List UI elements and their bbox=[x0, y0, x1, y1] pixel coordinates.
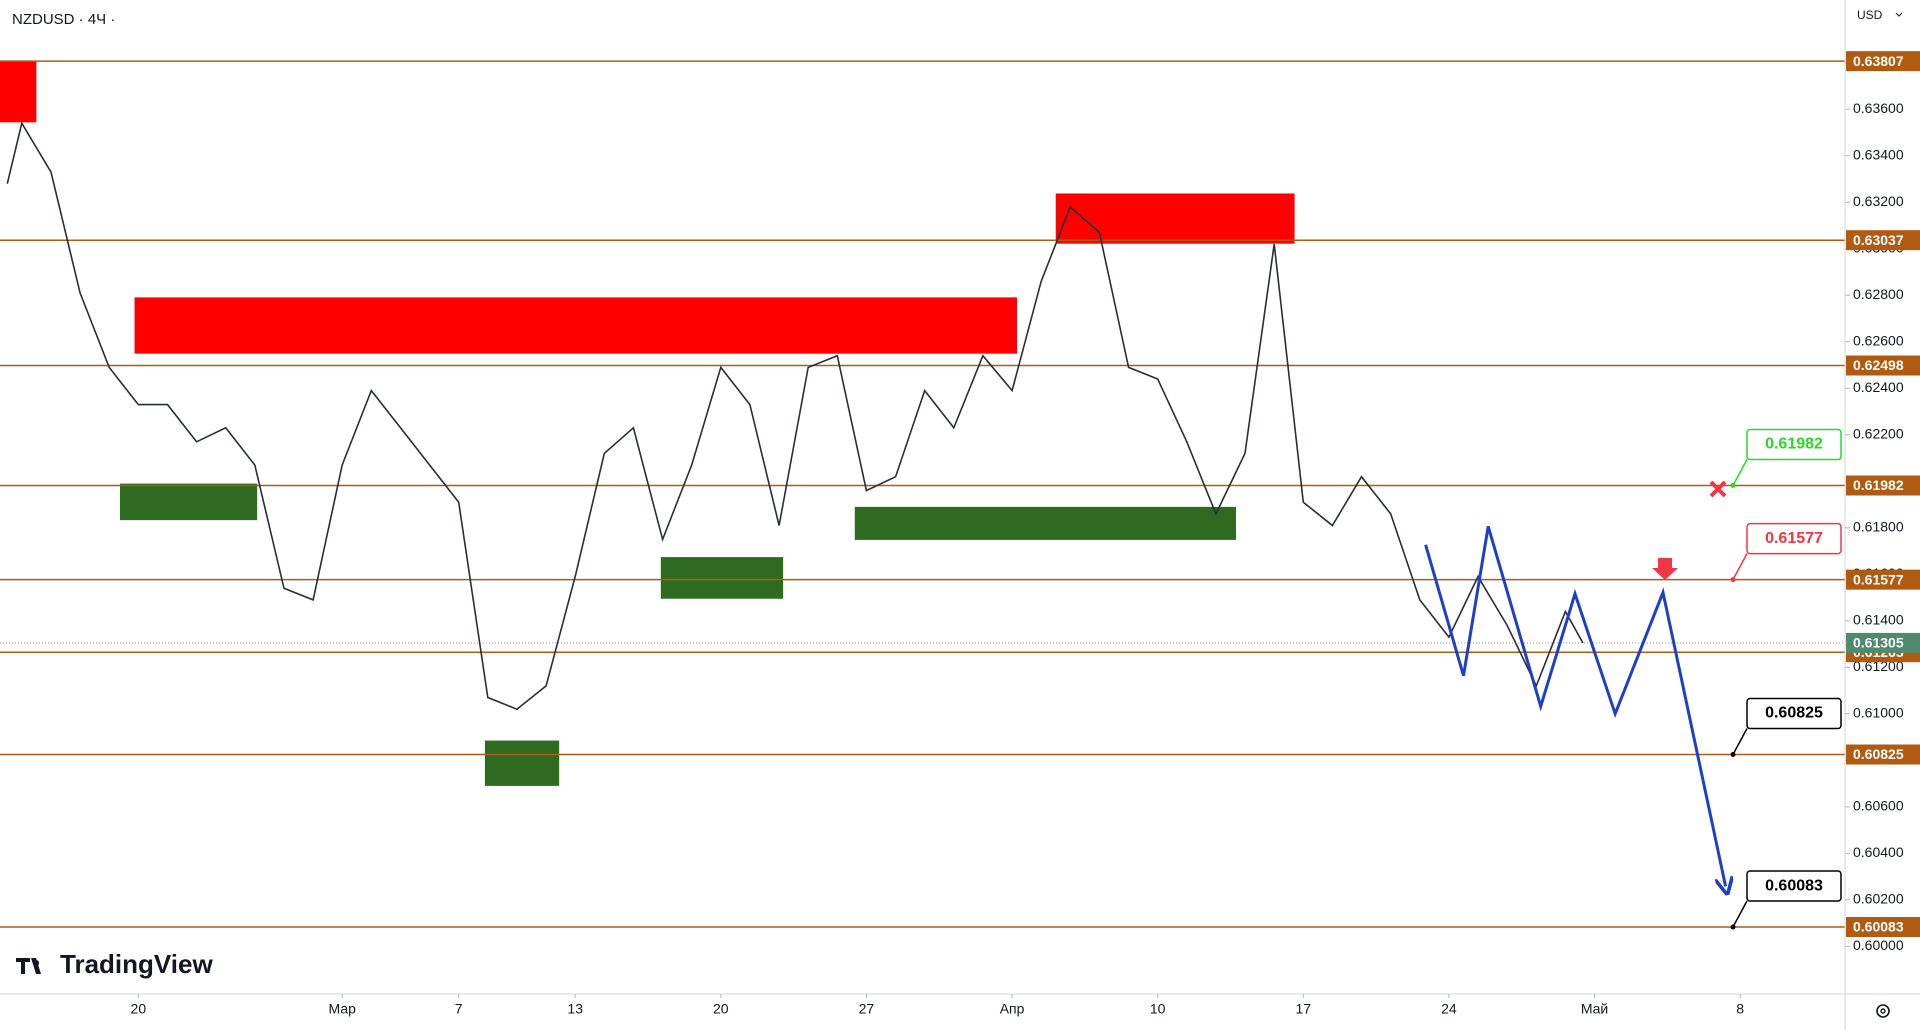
down-arrow-marker bbox=[1652, 558, 1678, 580]
currency-caret bbox=[1895, 12, 1903, 17]
level-price-label: 0.61577 bbox=[1853, 571, 1904, 587]
level-price-label: 0.63037 bbox=[1853, 232, 1904, 248]
level-price-box bbox=[1846, 355, 1920, 376]
zone bbox=[854, 506, 1237, 540]
level-price-label: 0.60825 bbox=[1853, 746, 1904, 762]
last-price-label: 0.61305 bbox=[1853, 635, 1904, 651]
last-price-box bbox=[1846, 632, 1920, 653]
x-tick-label: 13 bbox=[567, 1001, 583, 1017]
callout-box bbox=[1746, 522, 1842, 555]
y-tick-label: 0.62200 bbox=[1853, 426, 1904, 442]
brand: TradingView bbox=[60, 949, 213, 979]
callout-leader bbox=[1732, 900, 1748, 928]
x-tick-label: 17 bbox=[1296, 1001, 1312, 1017]
x-tick-label: 20 bbox=[713, 1001, 729, 1017]
level-price-label: 0.61982 bbox=[1853, 477, 1904, 493]
callout-label: 0.60825 bbox=[1765, 705, 1823, 722]
callout-box bbox=[1746, 697, 1842, 730]
currency[interactable]: USD bbox=[1857, 8, 1883, 22]
callout-anchor bbox=[1730, 924, 1736, 930]
x-tick-label: 24 bbox=[1441, 1001, 1457, 1017]
level-price-box bbox=[1846, 230, 1920, 251]
y-tick-label: 0.63400 bbox=[1853, 146, 1904, 162]
y-tick-label: 0.60000 bbox=[1853, 937, 1904, 953]
x-tick-label: Май bbox=[1581, 1001, 1608, 1017]
x-tick-label: Апр bbox=[1000, 1001, 1025, 1017]
level-price-box bbox=[1846, 475, 1920, 496]
zone bbox=[484, 740, 560, 786]
zone bbox=[1055, 193, 1295, 244]
level-price-box bbox=[1846, 569, 1920, 590]
y-tick-label: 0.60400 bbox=[1853, 844, 1904, 860]
y-tick-label: 0.63200 bbox=[1853, 193, 1904, 209]
price-line bbox=[6, 121, 1584, 711]
x-tick-label: 7 bbox=[455, 1001, 463, 1017]
y-tick-label: 0.62800 bbox=[1853, 286, 1904, 302]
level-price-label: 0.63807 bbox=[1853, 53, 1904, 69]
level-price-box bbox=[1846, 51, 1920, 72]
y-tick-label: 0.63600 bbox=[1853, 100, 1904, 116]
callout-leader bbox=[1732, 553, 1748, 581]
level-price-box bbox=[1846, 917, 1920, 938]
zone bbox=[660, 557, 784, 599]
y-tick-label: 0.62400 bbox=[1853, 379, 1904, 395]
level-price-label: 0.60083 bbox=[1853, 919, 1904, 935]
x-tick-label: Мар bbox=[329, 1001, 357, 1017]
settings-icon[interactable] bbox=[1876, 1004, 1890, 1018]
y-tick-label: 0.61000 bbox=[1853, 705, 1904, 721]
zone bbox=[119, 483, 258, 521]
x-tick-label: 10 bbox=[1150, 1001, 1166, 1017]
plot-area bbox=[0, 60, 1845, 928]
callout-label: 0.60083 bbox=[1765, 877, 1823, 894]
level-price-box bbox=[1846, 744, 1920, 765]
y-tick-label: 0.60600 bbox=[1853, 798, 1904, 814]
callout-leader bbox=[1732, 728, 1748, 755]
callout-leader bbox=[1732, 459, 1748, 486]
callout-anchor bbox=[1730, 577, 1736, 583]
x-tick-label: 27 bbox=[859, 1001, 875, 1017]
cross-marker bbox=[1709, 480, 1727, 498]
y-tick-label: 0.62600 bbox=[1853, 332, 1904, 348]
callout-label: 0.61982 bbox=[1765, 436, 1823, 453]
level-price-label: 0.62498 bbox=[1853, 357, 1904, 373]
callout-anchor bbox=[1730, 482, 1736, 488]
callout-anchor bbox=[1730, 752, 1736, 758]
symbol-title: NZDUSD · 4Ч · bbox=[12, 11, 115, 28]
y-tick-label: 0.60200 bbox=[1853, 891, 1904, 907]
x-tick-label: 20 bbox=[131, 1001, 147, 1017]
y-tick-label: 0.61400 bbox=[1853, 612, 1904, 628]
x-tick-label: 8 bbox=[1736, 1001, 1744, 1017]
projection-path bbox=[1424, 525, 1726, 886]
callout-box bbox=[1746, 870, 1842, 902]
logo: TradingView bbox=[16, 949, 213, 979]
zone bbox=[0, 61, 37, 123]
callout-box bbox=[1746, 428, 1842, 461]
callout-label: 0.61577 bbox=[1765, 530, 1823, 547]
zone bbox=[134, 297, 1018, 354]
y-tick-label: 0.61800 bbox=[1853, 519, 1904, 535]
